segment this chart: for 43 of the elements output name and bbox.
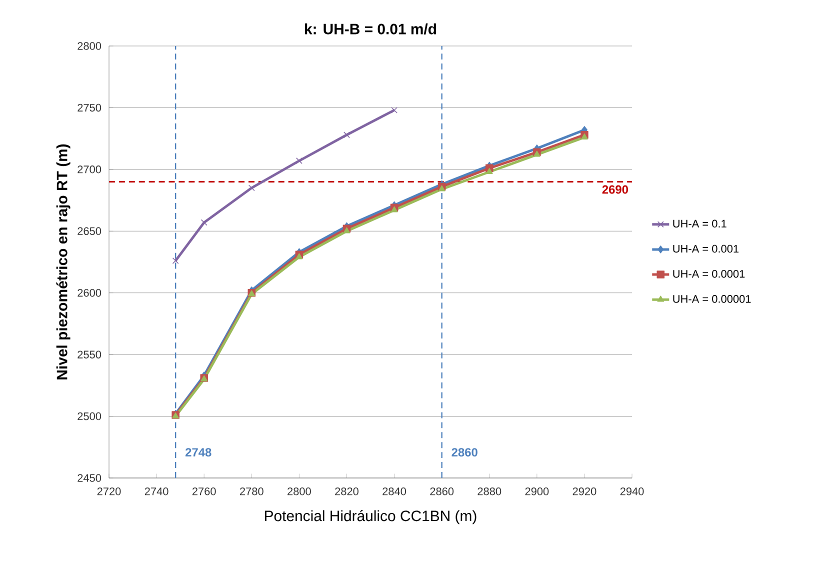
x-tick-label: 2940: [620, 487, 644, 496]
point: [391, 106, 398, 114]
chart-title: k: UH-B = 0.01 m/d: [305, 23, 436, 34]
y-tick-label: 2550: [78, 350, 102, 358]
x-tick-label: 2920: [572, 487, 596, 496]
point: [438, 185, 446, 192]
y-tick-label: 2800: [78, 42, 102, 50]
x-tick-label: 2880: [478, 487, 502, 496]
point: [248, 184, 255, 192]
x-axis-title: Potencial Hidráulico CC1BN (m): [265, 510, 476, 524]
point: [390, 206, 398, 212]
y-tick-label: 2750: [78, 104, 102, 112]
x-tick-label: 2800: [288, 487, 311, 496]
legend-label: UH-A = 0.1: [673, 220, 726, 228]
x-tick-label: 2820: [335, 487, 358, 496]
y-tick-label: 2500: [78, 412, 102, 420]
point: [534, 150, 540, 157]
legend-label: UH-A = 0.0001: [673, 270, 745, 278]
point: [486, 168, 493, 174]
point: [172, 258, 179, 264]
ref-line-label: 2860: [452, 448, 478, 457]
legend-label: UH-A = 0.00001: [673, 295, 751, 303]
ref-line-label: 2748: [185, 448, 212, 457]
y-tick-label: 2700: [78, 166, 102, 174]
point: [343, 227, 350, 234]
y-tick-label: 2600: [78, 288, 102, 297]
x-tick-label: 2780: [240, 487, 264, 496]
point: [296, 158, 302, 164]
x-tick-label: 2900: [525, 487, 549, 496]
ref-line-label: 2690: [602, 185, 628, 194]
legend-label: UH-A = 0.001: [673, 244, 739, 253]
point: [344, 132, 350, 138]
point: [200, 219, 208, 226]
x-tick-label: 2740: [144, 487, 168, 496]
y-tick-label: 2450: [78, 474, 102, 482]
point: [296, 253, 303, 260]
x-tick-label: 2840: [382, 487, 406, 496]
x-tick-label: 2860: [430, 487, 454, 496]
point: [581, 133, 588, 140]
x-tick-label: 2760: [192, 487, 216, 496]
y-axis-title: Nivel piezométrico en rajo RT (m): [56, 144, 70, 380]
y-tick-label: 2650: [78, 227, 102, 236]
x-tick-label: 2720: [97, 487, 121, 496]
